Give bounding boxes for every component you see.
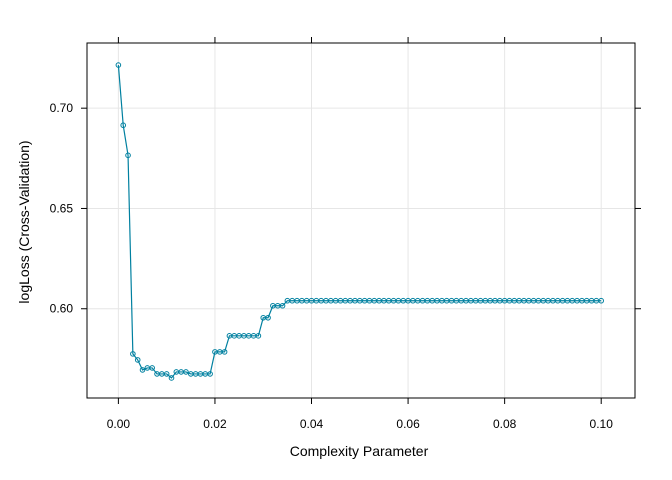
data-point [255, 333, 262, 339]
data-point [130, 351, 136, 357]
data-point [598, 297, 605, 304]
data-point [221, 349, 228, 355]
x-tick-label: 0.10 [590, 417, 614, 431]
data-point [265, 314, 271, 321]
data-point [207, 371, 213, 377]
grid-lines [87, 43, 635, 398]
data-point [149, 365, 155, 371]
axis-tick-labels: 0.00 0.02 0.04 0.06 0.08 0.10 0.60 0.65 0.70 [50, 101, 614, 431]
axis-ticks [81, 37, 641, 404]
series-line [117, 65, 602, 379]
x-axis-title: Complexity Parameter [290, 443, 429, 459]
y-tick-label: 0.65 [50, 201, 74, 215]
data-point [115, 62, 122, 68]
y-tick-label: 0.70 [50, 101, 74, 115]
x-tick-label: 0.06 [396, 417, 420, 431]
y-tick-label: 0.60 [50, 302, 74, 316]
data-point [168, 375, 175, 381]
x-tick-label: 0.04 [300, 417, 324, 431]
x-tick-label: 0.00 [107, 417, 131, 431]
data-point [125, 152, 131, 159]
data-point [134, 357, 141, 363]
plot-panel [86, 42, 636, 399]
x-tick-label: 0.02 [203, 417, 227, 431]
series-points [115, 62, 605, 381]
data-point [120, 122, 127, 129]
x-tick-label: 0.08 [493, 417, 517, 431]
data-point [279, 302, 286, 309]
data-point [183, 369, 189, 375]
data-point [139, 367, 146, 373]
y-axis-title: logLoss (Cross-Validation) [16, 140, 32, 303]
data-point [163, 371, 170, 377]
